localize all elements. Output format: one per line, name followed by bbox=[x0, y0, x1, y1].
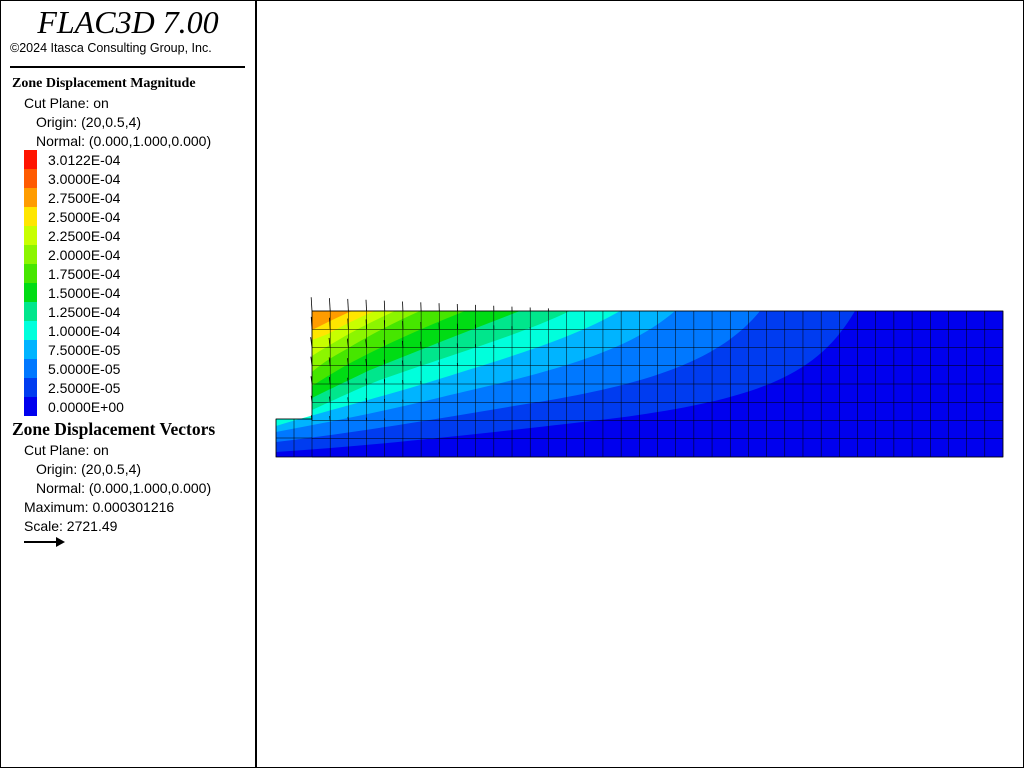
legend-line: Normal: (0.000,1.000,0.000) bbox=[36, 133, 212, 149]
color-swatch bbox=[24, 302, 37, 321]
legend-line: Origin: (20,0.5,4) bbox=[36, 114, 142, 130]
legend-title: Zone Displacement Vectors bbox=[12, 419, 216, 439]
color-swatch bbox=[24, 226, 37, 245]
color-swatch bbox=[24, 150, 37, 169]
app-title: FLAC3D 7.00 bbox=[37, 4, 219, 40]
level-label: 1.7500E-04 bbox=[48, 266, 121, 282]
legend-line: Normal: (0.000,1.000,0.000) bbox=[36, 480, 212, 496]
copyright: ©2024 Itasca Consulting Group, Inc. bbox=[10, 41, 212, 55]
separator bbox=[10, 66, 245, 68]
legend-line: Cut Plane: on bbox=[24, 442, 109, 458]
level-label: 3.0000E-04 bbox=[48, 171, 121, 187]
level-label: 1.5000E-04 bbox=[48, 285, 121, 301]
color-swatch bbox=[24, 283, 37, 302]
legend-line: Scale: 2721.49 bbox=[24, 518, 118, 534]
level-label: 1.2500E-04 bbox=[48, 304, 121, 320]
level-label: 5.0000E-05 bbox=[48, 361, 121, 377]
level-label: 0.0000E+00 bbox=[48, 399, 124, 415]
color-swatch bbox=[24, 378, 37, 397]
level-label: 7.5000E-05 bbox=[48, 342, 121, 358]
level-label: 2.5000E-05 bbox=[48, 380, 121, 396]
legend-line: Origin: (20,0.5,4) bbox=[36, 461, 142, 477]
color-swatch bbox=[24, 359, 37, 378]
legend-title: Zone Displacement Magnitude bbox=[12, 76, 196, 91]
level-label: 2.2500E-04 bbox=[48, 228, 121, 244]
divider bbox=[255, 0, 257, 768]
level-label: 1.0000E-04 bbox=[48, 323, 121, 339]
color-swatch bbox=[24, 397, 37, 416]
level-label: 2.5000E-04 bbox=[48, 209, 121, 225]
color-swatch bbox=[24, 340, 37, 359]
level-label: 2.7500E-04 bbox=[48, 190, 121, 206]
level-label: 2.0000E-04 bbox=[48, 247, 121, 263]
color-swatch bbox=[24, 169, 37, 188]
color-swatch bbox=[24, 207, 37, 226]
legend-line: Maximum: 0.000301216 bbox=[24, 499, 175, 515]
color-swatch bbox=[24, 188, 37, 207]
color-swatch bbox=[24, 245, 37, 264]
legend-line: Cut Plane: on bbox=[24, 95, 109, 111]
level-label: 3.0122E-04 bbox=[48, 152, 121, 168]
color-swatch bbox=[24, 264, 37, 283]
color-swatch bbox=[24, 321, 37, 340]
